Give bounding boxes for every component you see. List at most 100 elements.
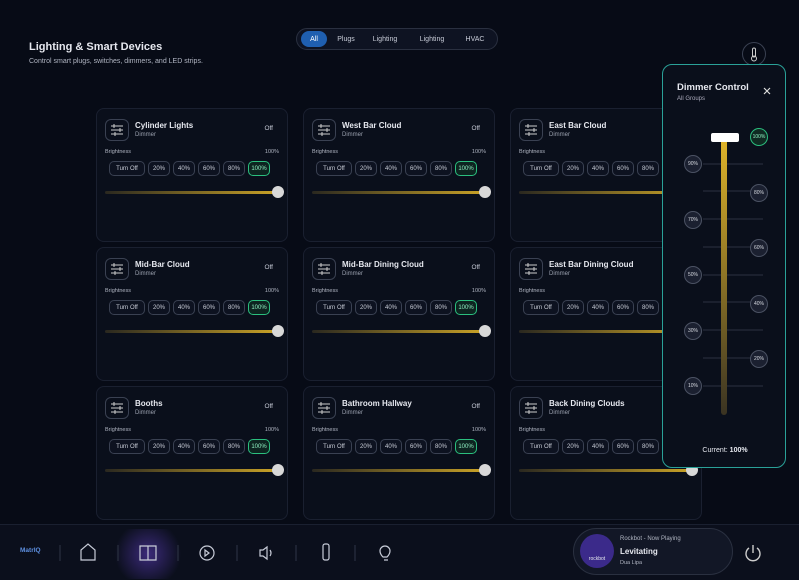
brightness-label: Brightness <box>519 288 545 294</box>
level-button[interactable]: 70% <box>684 210 702 229</box>
preset-button[interactable]: 40% <box>380 439 402 454</box>
level-button[interactable]: 80% <box>750 183 768 202</box>
preset-button[interactable]: 60% <box>405 161 427 176</box>
preset-button[interactable]: 80% <box>223 161 245 176</box>
preset-button[interactable]: 60% <box>612 439 634 454</box>
preset-button[interactable]: 20% <box>148 439 170 454</box>
device-name: Mid-Bar Cloud <box>135 260 190 269</box>
preset-button[interactable]: Turn Off <box>523 300 559 315</box>
preset-button[interactable]: 60% <box>198 300 220 315</box>
thermometer-button[interactable] <box>742 42 766 66</box>
preset-button[interactable]: 80% <box>223 439 245 454</box>
preset-button[interactable]: 20% <box>562 161 584 176</box>
preset-button[interactable]: 80% <box>637 300 659 315</box>
device-status: Off <box>264 264 273 271</box>
preset-button[interactable]: Turn Off <box>109 300 145 315</box>
np-artist: Dua Lipa <box>620 560 643 566</box>
level-button[interactable]: 50% <box>684 266 702 284</box>
preset-button[interactable]: 40% <box>587 439 609 454</box>
preset-button[interactable]: 100% <box>248 161 270 176</box>
slider-track <box>312 330 484 333</box>
tab[interactable]: All <box>301 31 327 47</box>
slider-thumb[interactable] <box>479 325 491 337</box>
current-level: Current: 100% <box>663 447 787 454</box>
slider-track <box>519 191 691 194</box>
preset-button[interactable]: 60% <box>405 439 427 454</box>
tab[interactable]: Lighting <box>419 35 445 43</box>
preset-button[interactable]: 20% <box>148 161 170 176</box>
tab[interactable]: Plugs <box>337 35 355 43</box>
preset-button[interactable]: 40% <box>173 439 195 454</box>
slider-thumb[interactable] <box>272 464 284 476</box>
preset-button[interactable]: Turn Off <box>316 161 352 176</box>
level-button[interactable]: 90% <box>684 155 702 173</box>
preset-button[interactable]: 100% <box>455 439 477 454</box>
preset-button[interactable]: Turn Off <box>316 439 352 454</box>
sliders-icon <box>111 402 123 414</box>
preset-button[interactable]: 60% <box>612 161 634 176</box>
preset-button[interactable]: Turn Off <box>109 439 145 454</box>
device-name: Bathroom Hallway <box>342 399 412 408</box>
slider-track <box>519 330 691 333</box>
preset-button[interactable]: Turn Off <box>109 161 145 176</box>
device-icon <box>312 258 336 280</box>
preset-button[interactable]: 40% <box>380 300 402 315</box>
level-button[interactable]: 100% <box>750 128 768 146</box>
preset-button[interactable]: 80% <box>637 161 659 176</box>
preset-button[interactable]: 20% <box>355 300 377 315</box>
device-status: Off <box>471 125 480 132</box>
preset-button[interactable]: 60% <box>198 161 220 176</box>
preset-button[interactable]: 80% <box>430 161 452 176</box>
preset-button[interactable]: 80% <box>223 300 245 315</box>
preset-button[interactable]: 20% <box>562 439 584 454</box>
slider-thumb[interactable] <box>479 464 491 476</box>
preset-button[interactable]: 40% <box>380 161 402 176</box>
preset-button[interactable]: 100% <box>248 300 270 315</box>
tab[interactable]: HVAC <box>465 35 485 43</box>
level-button[interactable]: 30% <box>684 321 702 340</box>
preset-button[interactable]: 20% <box>562 300 584 315</box>
device-icon <box>519 119 543 141</box>
preset-button[interactable]: 40% <box>173 300 195 315</box>
preset-button[interactable]: 40% <box>173 161 195 176</box>
tab[interactable]: Lighting <box>372 35 398 43</box>
brightness-value: 100% <box>264 427 279 433</box>
slider-thumb[interactable] <box>272 186 284 198</box>
preset-button[interactable]: 80% <box>637 439 659 454</box>
slider-thumb[interactable] <box>479 186 491 198</box>
nav-icons[interactable] <box>0 525 420 580</box>
device-name: Cylinder Lights <box>135 121 194 130</box>
power-button[interactable] <box>743 543 763 563</box>
preset-button[interactable]: Turn Off <box>523 161 559 176</box>
preset-button[interactable]: 60% <box>198 439 220 454</box>
preset-button[interactable]: 60% <box>405 300 427 315</box>
preset-button[interactable]: Turn Off <box>316 300 352 315</box>
slider-thumb[interactable] <box>272 325 284 337</box>
sliders-icon <box>525 402 537 414</box>
dimmer-track <box>703 133 763 415</box>
preset-button[interactable]: 40% <box>587 161 609 176</box>
preset-button[interactable]: 80% <box>430 300 452 315</box>
level-button[interactable]: 60% <box>750 239 768 257</box>
now-playing[interactable]: rockbot Rockbot - Now Playing Levitating… <box>573 528 733 575</box>
level-button[interactable]: 20% <box>750 350 768 368</box>
preset-button[interactable]: 20% <box>148 300 170 315</box>
level-button[interactable]: 40% <box>750 294 768 313</box>
preset-button[interactable]: 60% <box>612 300 634 315</box>
preset-button[interactable]: 100% <box>455 300 477 315</box>
preset-button[interactable]: 100% <box>248 439 270 454</box>
close-button[interactable] <box>761 85 773 97</box>
device-icon <box>519 258 543 280</box>
preset-button[interactable]: Turn Off <box>523 439 559 454</box>
preset-button[interactable]: 20% <box>355 439 377 454</box>
preset-button[interactable]: 40% <box>587 300 609 315</box>
preset-button[interactable]: 20% <box>355 161 377 176</box>
page-title: Lighting & Smart Devices <box>29 41 163 53</box>
device-card: Booths Dimmer Off Brightness 100% Turn Off 20%… <box>96 386 288 520</box>
level-button[interactable]: 10% <box>684 377 702 395</box>
page-subtitle: Control smart plugs, switches, dimmers, … <box>29 58 203 65</box>
device-name: Back Dining Clouds <box>549 399 625 408</box>
preset-button[interactable]: 100% <box>455 161 477 176</box>
preset-button[interactable]: 80% <box>430 439 452 454</box>
device-type: Dimmer <box>549 132 570 138</box>
